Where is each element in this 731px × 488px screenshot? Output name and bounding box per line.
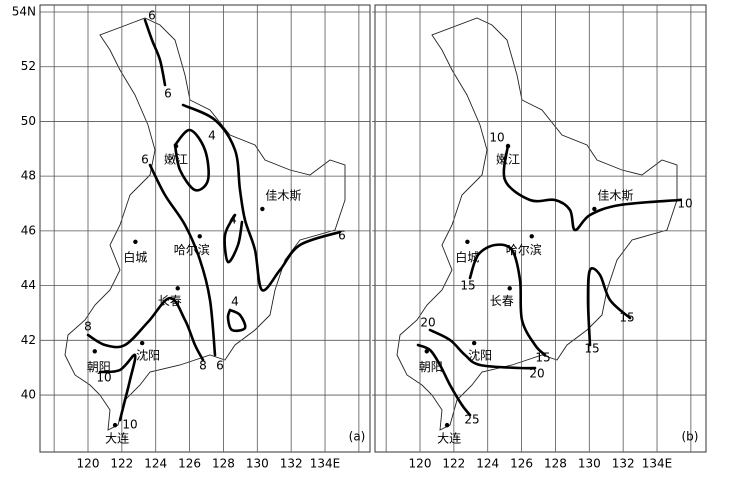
- contour-label: 6: [141, 153, 149, 167]
- contour-line: [86, 296, 205, 362]
- x-tick-label: 134E: [310, 457, 341, 471]
- city-name: 白城: [123, 249, 147, 264]
- contour-label: 15: [619, 311, 634, 325]
- x-tick-label: 120: [409, 457, 432, 471]
- contour-line: [181, 103, 342, 292]
- city-marker: [92, 349, 97, 354]
- city-name: 哈尔滨: [506, 242, 542, 257]
- y-tick-label: 52: [21, 59, 36, 73]
- y-tick-label: 42: [21, 333, 36, 347]
- x-tick-label: 132: [280, 457, 303, 471]
- contour-label: 6: [338, 229, 346, 243]
- x-tick-label: 120: [77, 457, 100, 471]
- city-marker: [507, 286, 512, 291]
- city-name: 沈阳: [468, 348, 492, 363]
- y-tick-label: 40: [21, 388, 36, 402]
- contour-label: 8: [84, 320, 92, 334]
- contour-line: [98, 353, 137, 422]
- contour-label: 20: [420, 316, 435, 330]
- contour-line: [223, 213, 244, 264]
- contour-line: [502, 143, 682, 232]
- contour-label: 8: [199, 359, 207, 373]
- city-name: 嫩江: [496, 153, 520, 167]
- city-name: 佳木斯: [265, 188, 301, 202]
- x-tick-label: 130: [578, 457, 601, 471]
- panel-frame: [39, 4, 371, 453]
- panel-label: (b): [682, 430, 699, 444]
- city-name: 嫩江: [164, 153, 188, 167]
- panel-label: (a): [349, 430, 366, 444]
- city-name: 朝阳: [87, 360, 111, 374]
- contour-line: [173, 128, 210, 192]
- contour-label: 15: [535, 351, 550, 365]
- city-name: 白城: [455, 249, 479, 264]
- y-tick-label: 50: [21, 114, 36, 128]
- x-tick-label: 122: [110, 457, 133, 471]
- city-name: 长春: [158, 294, 182, 308]
- city-marker: [465, 239, 470, 245]
- contour-label: 10: [677, 197, 692, 211]
- city-marker: [175, 286, 180, 291]
- city-name: 沈阳: [136, 348, 160, 363]
- x-tick-label: 122: [442, 457, 465, 471]
- city-marker: [112, 422, 118, 428]
- contour-line: [586, 267, 632, 347]
- city-name: 佳木斯: [597, 188, 633, 202]
- contour-label: 25: [464, 413, 479, 427]
- x-tick-label: 134E: [642, 457, 673, 471]
- city-marker: [505, 143, 511, 149]
- y-tick-label: 46: [21, 223, 36, 237]
- contour-label: 6: [216, 359, 224, 373]
- x-tick-label: 124: [476, 457, 499, 471]
- x-tick-label: 124: [144, 457, 167, 471]
- contour-label: 4: [229, 213, 237, 227]
- x-tick-label: 132: [612, 457, 635, 471]
- city-marker: [260, 206, 265, 212]
- city-name: 朝阳: [419, 360, 443, 374]
- city-name: 大连: [105, 431, 129, 446]
- x-tick-label: 130: [246, 457, 269, 471]
- contour-line: [428, 328, 537, 370]
- city-marker: [444, 422, 450, 428]
- contour-label: 4: [231, 295, 239, 309]
- contour-label: 10: [122, 418, 137, 432]
- contour-label: 10: [489, 131, 504, 145]
- contour-label: 15: [584, 342, 599, 356]
- city-marker: [197, 234, 202, 239]
- contour-line: [226, 308, 247, 333]
- city-marker: [139, 340, 145, 346]
- contour-label: 15: [460, 279, 475, 293]
- contour-label: 4: [208, 129, 216, 143]
- city-marker: [173, 143, 179, 149]
- y-tick-label: 54N: [12, 5, 36, 19]
- city-marker: [592, 206, 597, 212]
- city-name: 哈尔滨: [174, 242, 210, 257]
- y-tick-label: 44: [21, 278, 36, 292]
- contour-line: [143, 18, 167, 87]
- panel-frame: [374, 4, 707, 453]
- x-tick-label: 128: [544, 457, 567, 471]
- contour-line: [468, 243, 547, 357]
- contour-line: [416, 343, 472, 417]
- city-marker: [471, 340, 477, 346]
- contour-line: [148, 163, 217, 357]
- x-tick-label: 128: [212, 457, 235, 471]
- city-marker: [133, 239, 138, 245]
- city-marker: [529, 234, 534, 239]
- city-name: 大连: [437, 431, 461, 446]
- city-marker: [424, 349, 429, 354]
- contour-label: 10: [96, 371, 111, 385]
- contour-label: 6: [148, 9, 156, 23]
- y-tick-label: 48: [21, 169, 36, 183]
- x-tick-label: 126: [510, 457, 533, 471]
- city-name: 长春: [490, 294, 514, 308]
- x-tick-label: 126: [178, 457, 201, 471]
- contour-label: 20: [529, 367, 544, 381]
- contour-label: 6: [164, 87, 172, 101]
